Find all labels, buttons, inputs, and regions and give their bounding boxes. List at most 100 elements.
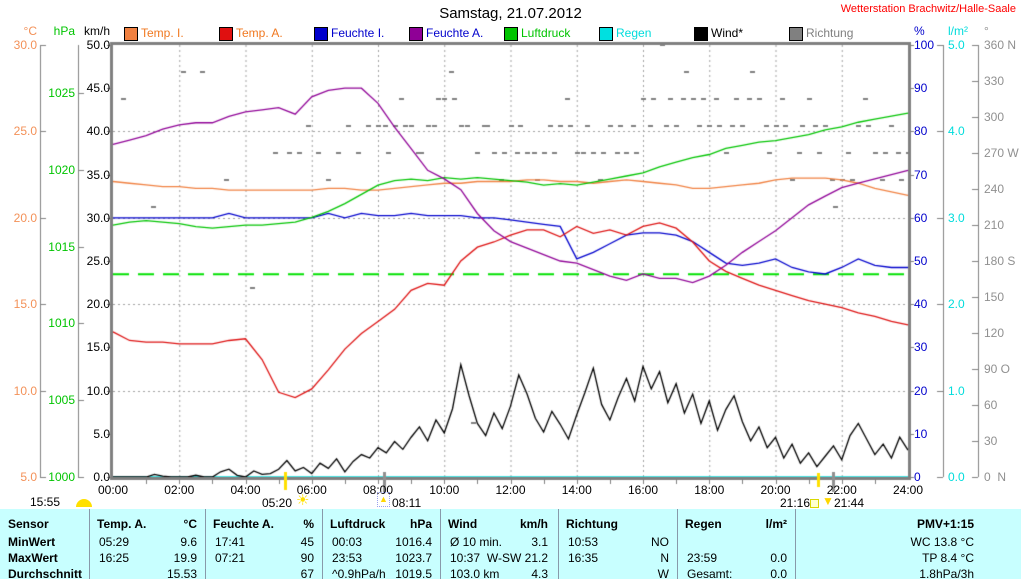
legend-swatch-luftdruck: [504, 27, 518, 41]
table-row-label: MaxWert: [8, 551, 58, 565]
table-cell-regen-label: 23:59: [687, 551, 718, 565]
table-cell-wind-value: 3.1: [531, 535, 548, 549]
legend-label: Feuchte I.: [331, 26, 385, 40]
x-axis-label: 06:00: [296, 483, 327, 497]
table-cell-wind-label: Ø 10 min.: [450, 535, 503, 549]
legend-label: Feuchte A.: [426, 26, 484, 40]
table-unit-wind: km/h: [519, 517, 548, 531]
axis-unit-C: °C: [23, 24, 37, 38]
tick-label-lm2: 2.0: [948, 297, 965, 311]
tick-label-deg: 300: [984, 110, 1005, 124]
x-axis-label: 18:00: [694, 483, 725, 497]
tick-label-pct: 20: [914, 384, 928, 398]
table-cell-richtung-value: N: [660, 551, 669, 565]
table-cell-luftdruck-label: ^0.9hPa/h: [332, 567, 386, 579]
weather-chart-canvas: [0, 0, 1021, 512]
axis-unit-lm2: l/m²: [948, 24, 968, 38]
table-separator: [322, 509, 323, 579]
x-axis-label: 12:00: [495, 483, 526, 497]
legend-label: Luftdruck: [521, 26, 571, 40]
x-axis-label: 00:00: [97, 483, 129, 497]
moonset-arrow-icon: ▼: [822, 494, 834, 508]
legend-swatch-richtung: [789, 27, 803, 41]
table-cell-temp_a-value: 9.6: [180, 535, 197, 549]
table-cell-luftdruck-value: 1016.4: [395, 535, 432, 549]
table-cell-pmv-value: 1.8hPa/3h: [919, 567, 974, 579]
table-cell-pmv-value: WC 13.8 °C: [910, 535, 974, 549]
tick-label-hPa: 1015: [48, 240, 75, 254]
x-axis-label: 02:00: [164, 483, 195, 497]
table-cell-richtung-value: W: [657, 567, 669, 579]
x-axis-label: 04:00: [230, 483, 261, 497]
tick-label-kmh: 30.0: [86, 211, 110, 225]
tick-label-deg: 180 S: [984, 254, 1016, 268]
table-cell-wind-value: W-SW 21.2: [486, 551, 548, 565]
table-header-wind: Wind: [448, 517, 478, 531]
table-header-luftdruck: Luftdruck: [330, 517, 386, 531]
tick-label-lm2: 3.0: [948, 211, 965, 225]
table-cell-temp_a-value: 15.53: [166, 567, 197, 579]
table-separator: [205, 509, 206, 579]
tick-label-pct: 80: [914, 124, 928, 138]
legend-label: Richtung: [806, 26, 854, 40]
table-separator: [677, 509, 678, 579]
table-cell-wind-label: 10:37: [450, 551, 481, 565]
table-cell-temp_a-value: 19.9: [173, 551, 197, 565]
table-cell-feuchte_a-label: 07:21: [215, 551, 246, 565]
table-row-label: Sensor: [8, 517, 49, 531]
table-cell-regen-value: 0.0: [770, 551, 787, 565]
tick-label-C: 30.0: [13, 38, 37, 52]
table-cell-richtung-label: 10:53: [568, 535, 599, 549]
tick-label-deg: 150: [984, 290, 1005, 304]
table-header-richtung: Richtung: [566, 517, 618, 531]
legend-label: Temp. I.: [141, 26, 184, 40]
table-cell-feuchte_a-label: 17:41: [215, 535, 246, 549]
table-cell-wind-value: 4.3: [531, 567, 548, 579]
sunrise-sun-icon: ☀: [296, 492, 310, 509]
tick-label-kmh: 50.0: [86, 38, 110, 52]
tick-label-deg: 210: [984, 218, 1005, 232]
table-cell-luftdruck-value: 1019.5: [395, 567, 432, 579]
tick-label-C: 5.0: [20, 470, 37, 484]
tick-label-C: 25.0: [13, 124, 37, 138]
sunrise-time: 05:20: [261, 496, 292, 510]
legend-swatch-feuchte-i-: [314, 27, 328, 41]
x-axis-label: 10:00: [429, 483, 460, 497]
legend-swatch-temp-i-: [124, 27, 138, 41]
tick-label-pct: 90: [914, 81, 928, 95]
table-row-label: Durchschnitt: [8, 567, 83, 579]
tick-label-hPa: 1025: [48, 86, 75, 100]
table-cell-regen-value: 0.0: [770, 567, 787, 579]
table-cell-feuchte_a-value: 45: [300, 535, 314, 549]
tick-label-kmh: 15.0: [86, 340, 110, 354]
x-axis-label: 22:00: [826, 483, 857, 497]
tick-label-pct: 40: [914, 297, 928, 311]
table-cell-richtung-label: 16:35: [568, 551, 599, 565]
legend-swatch-regen: [599, 27, 613, 41]
axis-unit-pct: %: [914, 24, 925, 38]
tick-label-kmh: 25.0: [86, 254, 110, 268]
tick-label-kmh: 40.0: [86, 124, 110, 138]
legend-label: Wind*: [711, 26, 744, 40]
tick-label-deg: 0 N: [984, 470, 1007, 484]
table-cell-wind-label: 103.0 km: [450, 567, 500, 579]
table-unit-regen: l/m²: [765, 517, 787, 531]
tick-label-hPa: 1020: [48, 163, 75, 177]
tick-label-kmh: 45.0: [86, 81, 110, 95]
legend-label: Temp. A.: [236, 26, 283, 40]
table-cell-regen-label: Gesamt:: [687, 567, 733, 579]
statistics-table: Sensor MinWert MaxWert Durchschnitt Temp. A.…: [0, 509, 1021, 579]
tick-label-kmh: 0.0: [93, 470, 110, 484]
table-cell-feuchte_a-value: 67: [300, 567, 314, 579]
tick-label-C: 15.0: [13, 297, 37, 311]
table-cell-luftdruck-label: 00:03: [332, 535, 363, 549]
table-header-regen: Regen: [685, 517, 722, 531]
table-unit-temp_a: °C: [183, 517, 197, 531]
tick-label-hPa: 1000: [48, 470, 75, 484]
table-cell-feuchte_a-value: 90: [300, 551, 314, 565]
table-unit-feuchte_a: %: [303, 517, 314, 531]
tick-label-C: 20.0: [13, 211, 37, 225]
axis-unit-deg: °: [984, 24, 989, 38]
tick-label-deg: 270 W: [984, 146, 1019, 160]
